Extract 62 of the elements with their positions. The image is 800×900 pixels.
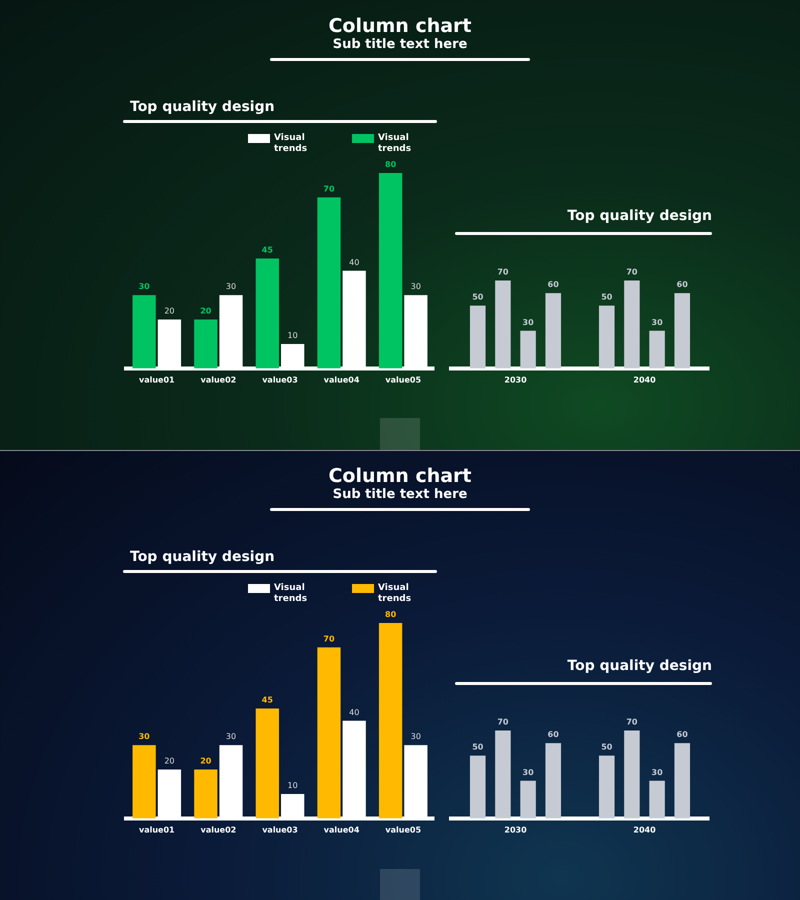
data-label: 30 bbox=[138, 732, 150, 742]
data-label: 45 bbox=[262, 246, 274, 255]
text: Sub title text here bbox=[332, 37, 468, 53]
data-label: 30 bbox=[522, 318, 534, 327]
x-tick-label: 2040 bbox=[633, 825, 656, 834]
data-label: 70 bbox=[497, 718, 509, 727]
data-label: 20 bbox=[164, 306, 175, 316]
data-label: 20 bbox=[200, 306, 212, 316]
x-tick-label: 2030 bbox=[504, 825, 528, 834]
data-label: 30 bbox=[226, 282, 236, 292]
chart-title: Top quality design bbox=[567, 658, 712, 674]
x-tick-label: value05 bbox=[385, 375, 422, 384]
text: Sub title text here bbox=[332, 487, 468, 503]
data-label: 45 bbox=[262, 696, 274, 705]
data-label: 40 bbox=[349, 258, 360, 267]
data-label: 70 bbox=[626, 268, 638, 277]
data-label: 70 bbox=[497, 268, 509, 277]
data-label: 70 bbox=[323, 184, 335, 194]
data-label: 30 bbox=[652, 768, 664, 777]
text: Column chart bbox=[327, 465, 473, 487]
x-tick-label: value04 bbox=[324, 375, 360, 384]
data-label: 10 bbox=[288, 781, 298, 790]
x-tick-label: value05 bbox=[385, 825, 422, 834]
chart-title: Top quality design bbox=[130, 99, 275, 115]
legend-label: Visual trends bbox=[274, 133, 308, 155]
legend-label: Visual trends bbox=[378, 583, 412, 605]
data-label: 50 bbox=[601, 292, 613, 302]
data-label: 80 bbox=[385, 160, 397, 170]
data-label: 50 bbox=[601, 742, 613, 752]
data-label: 30 bbox=[226, 732, 236, 742]
x-tick-label: value01 bbox=[138, 375, 176, 384]
data-label: 20 bbox=[164, 756, 175, 766]
data-label: 80 bbox=[385, 610, 397, 620]
data-label: 10 bbox=[288, 331, 298, 340]
data-label: 50 bbox=[472, 742, 484, 752]
data-label: 30 bbox=[138, 282, 150, 292]
data-label: 60 bbox=[676, 280, 688, 290]
data-label: 70 bbox=[626, 718, 638, 727]
x-tick-label: value03 bbox=[262, 375, 298, 384]
data-label: 20 bbox=[200, 756, 212, 766]
data-label: 40 bbox=[349, 708, 360, 717]
data-label: 30 bbox=[652, 318, 664, 327]
x-tick-label: value02 bbox=[200, 825, 236, 834]
text: Column chart bbox=[327, 15, 473, 37]
x-tick-label: 2040 bbox=[633, 375, 656, 384]
data-label: 30 bbox=[522, 768, 534, 777]
chart-title: Top quality design bbox=[130, 549, 275, 565]
x-tick-label: value03 bbox=[262, 825, 298, 834]
data-label: 70 bbox=[323, 634, 335, 644]
data-label: 60 bbox=[676, 730, 688, 740]
data-label: 50 bbox=[472, 292, 484, 302]
chart-title: Top quality design bbox=[567, 208, 712, 224]
x-tick-label: value02 bbox=[200, 375, 236, 384]
x-tick-label: value04 bbox=[324, 825, 360, 834]
legend-label: Visual trends bbox=[378, 133, 412, 155]
data-label: 30 bbox=[410, 282, 421, 292]
data-label: 60 bbox=[548, 730, 560, 740]
legend-label: Visual trends bbox=[274, 583, 308, 605]
data-label: 60 bbox=[548, 280, 560, 290]
data-label: 30 bbox=[410, 732, 421, 742]
x-tick-label: value01 bbox=[138, 825, 176, 834]
x-tick-label: 2030 bbox=[504, 375, 528, 384]
